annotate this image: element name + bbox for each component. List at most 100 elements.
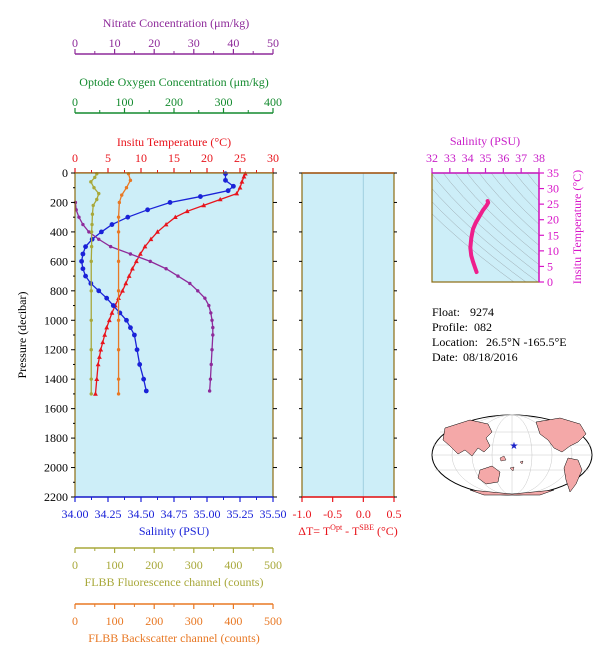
salinity-data-point — [110, 303, 116, 308]
salinity-tick-label: 34.25 — [95, 507, 122, 521]
date-value: 08/18/2016 — [463, 350, 518, 364]
location-label: Location: — [432, 335, 478, 349]
temperature-data-point — [106, 317, 112, 323]
nitrate-data-point — [164, 267, 168, 271]
backscatter-data-point — [116, 318, 121, 322]
ts-temperature-tick-label: 30 — [547, 182, 559, 196]
temperature-data-point — [126, 273, 132, 278]
temperature-data-point — [120, 288, 125, 293]
ts-salinity-tick-label: 32 — [426, 151, 438, 165]
salinity-data-point — [231, 183, 236, 189]
temperature-data-point — [241, 174, 247, 179]
oxygen-tick-label: 0 — [72, 95, 78, 109]
temperature-tick-label: 25 — [234, 151, 246, 165]
pressure-tick-label: 200 — [50, 195, 68, 209]
ts-isopycnal — [466, 173, 539, 246]
profile-value: 082 — [474, 320, 492, 334]
backscatter-tick-label: 100 — [106, 614, 124, 628]
pressure-tick-label: 1000 — [44, 313, 68, 327]
ts-isopycnal — [490, 173, 539, 225]
temperature-tick-label: 15 — [168, 151, 180, 165]
map-land-australia — [477, 465, 501, 485]
nitrate-data-point — [210, 318, 214, 322]
ts-isopycnal — [454, 173, 539, 256]
salinity-data-point — [83, 273, 88, 279]
salinity-data-point — [137, 362, 143, 367]
backscatter-data-point — [116, 392, 121, 396]
temperature-data-point — [130, 266, 135, 271]
salinity-data-point — [198, 194, 203, 199]
fluorescence-data-point — [90, 212, 95, 216]
salinity-data-point — [79, 258, 84, 264]
nitrate-data-point — [148, 259, 152, 264]
salinity-data-point — [223, 177, 228, 183]
nitrate-data-point — [108, 244, 113, 249]
map-land-antarctica — [469, 489, 555, 496]
temperature-data-point — [237, 185, 243, 190]
backscatter-data-point — [116, 259, 121, 264]
nitrate-data-point — [207, 389, 212, 393]
ts-temperature-tick-label: 5 — [547, 259, 553, 273]
fluorescence-tick-label: 200 — [145, 558, 163, 572]
fluorescence-tick-label: 100 — [106, 558, 124, 572]
oxygen-tick-label: 400 — [264, 95, 282, 109]
delta-t-tick-label: -0.5 — [323, 507, 342, 521]
salinity-tick-label: 34.75 — [161, 507, 188, 521]
ts-temperature-tick-label: 10 — [547, 244, 559, 258]
nitrate-data-point — [207, 303, 211, 308]
nitrate-data-point — [209, 311, 213, 315]
temperature-data-point — [239, 179, 245, 184]
nitrate-tick-label: 50 — [267, 36, 279, 50]
temperature-tick-label: 30 — [267, 151, 279, 165]
nitrate-data-point — [176, 274, 180, 278]
backscatter-data-point — [116, 230, 121, 234]
ts-salinity-axis-label: Salinity (PSU) — [450, 134, 520, 148]
temperature-data-point — [184, 208, 190, 214]
salinity-tick-label: 35.25 — [227, 507, 254, 521]
salinity-tick-label: 34.00 — [62, 507, 89, 521]
oxygen-tick-label: 100 — [116, 95, 134, 109]
temperature-data-point — [163, 221, 169, 227]
delta-t-tick-label: 0.0 — [356, 507, 371, 521]
salinity-data-point — [124, 317, 129, 323]
ts-isopycnal — [432, 188, 539, 282]
salinity-data-point — [125, 214, 131, 220]
fluorescence-data-point — [89, 318, 93, 322]
ts-temperature-tick-label: 35 — [547, 166, 559, 180]
fluorescence-tick-label: 300 — [185, 558, 203, 572]
ts-isopycnal — [442, 173, 539, 266]
salinity-data-point — [134, 347, 140, 353]
salinity-axis-label: Salinity (PSU) — [139, 524, 209, 538]
pressure-tick-label: 1200 — [44, 343, 68, 357]
temperature-data-point — [104, 325, 110, 330]
salinity-data-point — [96, 288, 102, 294]
oxygen-axis: Optode Oxygen Concentration (μm/kg) 0 100… — [72, 75, 282, 114]
nitrate-data-point — [87, 230, 91, 234]
ts-salinity-tick-label: 34 — [462, 151, 474, 165]
delta-t-tick-label: -1.0 — [293, 507, 312, 521]
pressure-tick-label: 2000 — [44, 461, 68, 475]
date-label: Date: — [432, 350, 458, 364]
ts-panel-bg — [432, 173, 539, 282]
nitrate-data-point — [81, 222, 85, 227]
backscatter-data-point — [116, 348, 121, 352]
oxygen-tick-label: 200 — [165, 95, 183, 109]
fluorescence-data-point — [89, 289, 93, 293]
temperature-data-point — [97, 354, 102, 359]
salinity-data-point — [104, 295, 110, 301]
ts-diagram: Salinity (PSU) 32 33 34 35 36 37 3805101520253… — [426, 134, 584, 289]
ts-isopycnal — [432, 213, 515, 282]
nitrate-tick-label: 20 — [148, 36, 160, 50]
temperature-data-point — [137, 251, 143, 256]
backscatter-data-point — [124, 186, 129, 190]
nitrate-data-point — [128, 252, 133, 256]
ts-isopycnal — [432, 173, 539, 275]
nitrate-axis: Nitrate Concentration (μm/kg) 0 10 20 30 40 5… — [72, 16, 279, 55]
ts-salinity-tick-label: 38 — [533, 151, 545, 165]
salinity-data-point — [99, 229, 104, 235]
ts-curve — [468, 199, 491, 275]
temperature-axis-label: Insitu Temperature (°C) — [117, 135, 231, 149]
temperature-tick-label: 10 — [135, 151, 147, 165]
temperature-tick-label: 0 — [72, 151, 78, 165]
backscatter-tick-label: 0 — [72, 614, 78, 628]
